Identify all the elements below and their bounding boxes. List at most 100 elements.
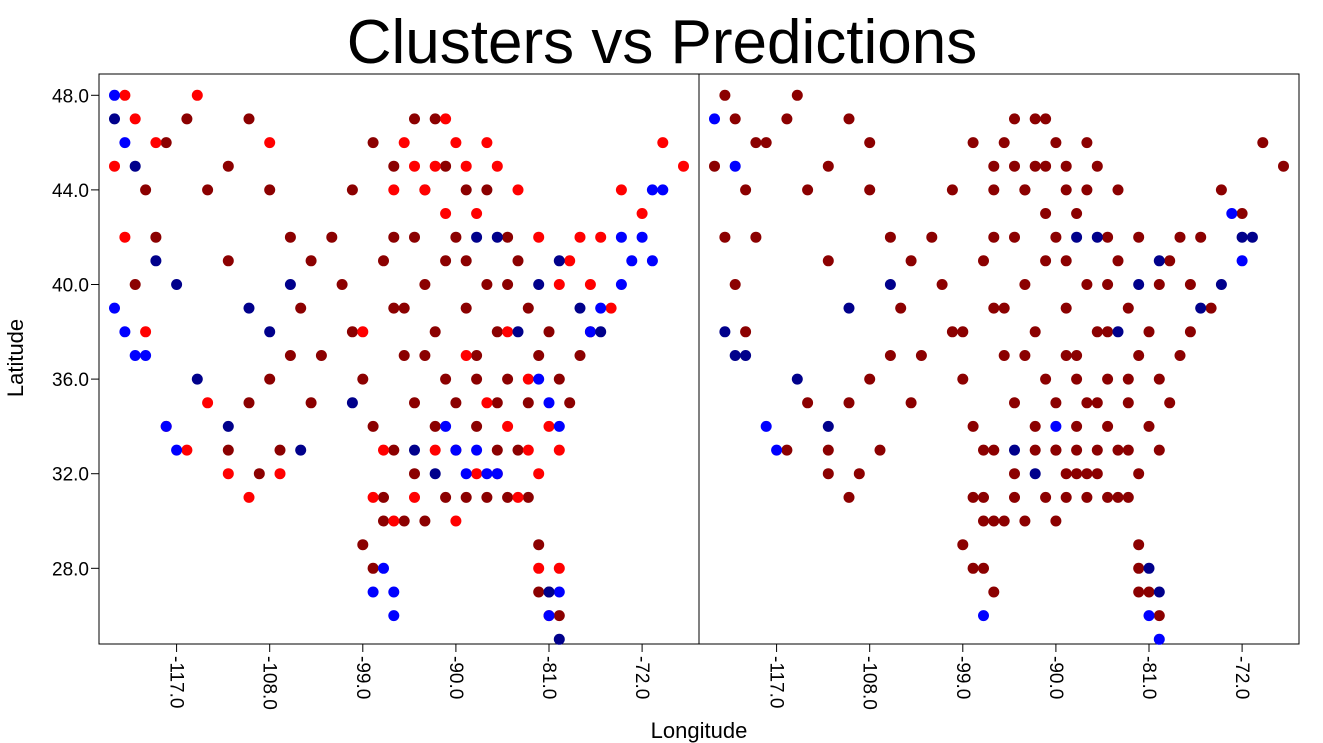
data-point <box>998 515 1010 527</box>
data-point <box>584 279 596 290</box>
data-point <box>1019 279 1031 290</box>
data-point <box>502 420 514 432</box>
data-point <box>1071 468 1083 480</box>
data-point <box>553 444 565 456</box>
data-point <box>1112 491 1124 503</box>
data-point <box>998 302 1010 314</box>
data-point <box>419 515 431 527</box>
data-point <box>429 113 441 125</box>
y-tick-label: 40.0 <box>52 275 89 296</box>
data-point <box>284 231 296 243</box>
data-point <box>222 420 234 432</box>
data-point <box>1071 350 1083 361</box>
data-point <box>884 231 896 243</box>
data-point <box>1153 255 1165 267</box>
data-point <box>429 444 441 456</box>
data-point <box>1050 231 1062 243</box>
data-point <box>346 397 358 409</box>
data-point <box>491 326 503 338</box>
data-point <box>729 279 741 290</box>
data-point <box>1215 279 1227 290</box>
data-point <box>843 397 855 409</box>
data-point <box>884 279 896 290</box>
data-point <box>729 160 741 172</box>
data-point <box>750 231 762 243</box>
data-point <box>915 350 927 361</box>
data-point <box>957 539 969 551</box>
data-point <box>1153 586 1165 598</box>
data-point <box>553 633 565 645</box>
y-tick-label: 36.0 <box>52 370 89 391</box>
data-point <box>978 491 989 503</box>
data-point <box>109 89 120 101</box>
data-point <box>595 326 607 338</box>
data-point <box>1122 373 1134 385</box>
data-point <box>1009 397 1020 409</box>
data-point <box>1040 113 1052 125</box>
data-point <box>357 539 369 551</box>
data-point <box>1019 350 1031 361</box>
data-point <box>1102 420 1114 432</box>
data-point <box>1102 373 1114 385</box>
data-point <box>1174 231 1186 243</box>
data-point <box>574 350 586 361</box>
data-point <box>564 397 576 409</box>
data-point <box>636 208 648 219</box>
data-point <box>419 350 431 361</box>
data-point <box>409 444 420 456</box>
data-point <box>781 444 793 456</box>
data-point <box>440 491 452 503</box>
data-point <box>998 137 1010 149</box>
data-point <box>1009 468 1020 480</box>
data-point <box>988 231 1000 243</box>
data-point <box>481 184 493 196</box>
points-left <box>109 89 689 645</box>
data-point <box>522 302 534 314</box>
data-point <box>978 255 989 267</box>
data-point <box>1205 302 1217 314</box>
data-point <box>346 326 358 338</box>
data-point <box>1278 160 1289 172</box>
data-point <box>1040 208 1052 219</box>
data-point <box>1081 184 1093 196</box>
y-tick-label: 28.0 <box>52 559 89 580</box>
data-point <box>1102 231 1114 243</box>
data-point <box>719 326 731 338</box>
data-point <box>181 113 193 125</box>
data-point <box>1050 137 1062 149</box>
data-point <box>657 137 669 149</box>
data-point <box>574 231 586 243</box>
data-point <box>450 397 462 409</box>
data-point <box>243 113 255 125</box>
data-point <box>429 160 441 172</box>
data-point <box>367 586 379 598</box>
data-point <box>119 89 131 101</box>
data-point <box>988 302 1000 314</box>
data-point <box>1060 255 1072 267</box>
data-point <box>502 373 514 385</box>
data-point <box>760 137 772 149</box>
data-point <box>1143 586 1155 598</box>
data-point <box>1236 231 1248 243</box>
data-point <box>1029 113 1041 125</box>
data-point <box>553 586 565 598</box>
data-point <box>367 491 379 503</box>
data-point <box>553 562 565 574</box>
data-point <box>367 137 379 149</box>
data-point <box>1050 397 1062 409</box>
data-point <box>553 373 565 385</box>
data-point <box>460 184 472 196</box>
data-point <box>150 255 162 267</box>
data-point <box>1133 586 1145 598</box>
data-point <box>533 373 545 385</box>
data-point <box>1153 633 1165 645</box>
x-tick-label: -99.0 <box>352 656 373 699</box>
data-point <box>1143 420 1155 432</box>
data-point <box>1153 610 1165 622</box>
data-point <box>253 468 265 480</box>
data-point <box>129 350 141 361</box>
data-point <box>264 184 276 196</box>
data-point <box>926 231 938 243</box>
data-point <box>1019 184 1031 196</box>
data-point <box>1257 137 1269 149</box>
